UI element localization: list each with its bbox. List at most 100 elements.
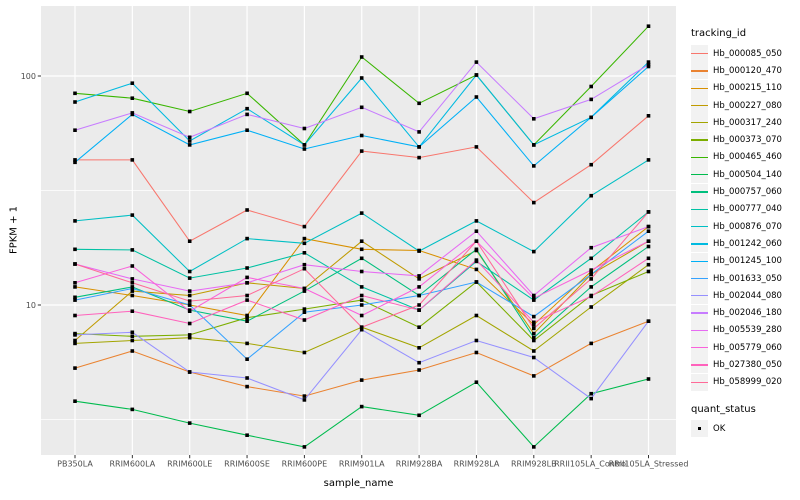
- data-point: [245, 293, 249, 298]
- series-line-icon: [691, 364, 708, 366]
- legend-entry-label: Hb_027380_050: [713, 359, 782, 370]
- y-tick-label: 100: [21, 72, 36, 81]
- legend-entry: Hb_000777_040: [691, 200, 799, 218]
- series-line-icon: [691, 346, 708, 349]
- data-point: [532, 296, 536, 301]
- data-point: [589, 193, 593, 198]
- legend-key-swatch: [691, 79, 708, 97]
- data-point: [187, 370, 192, 374]
- data-point: [417, 274, 421, 278]
- x-tick-label: RRIM928LA: [454, 460, 500, 469]
- data-point: [130, 213, 135, 217]
- data-point: [359, 404, 364, 409]
- data-point: [474, 258, 479, 262]
- data-point: [187, 293, 192, 298]
- data-point: [417, 293, 421, 298]
- data-point: [532, 445, 536, 449]
- data-point: [245, 315, 249, 320]
- data-point: [646, 60, 651, 64]
- legend: tracking_id Hb_000085_050 Hb_000120_470 …: [691, 28, 799, 438]
- data-point: [73, 399, 77, 403]
- series-line-icon: [691, 156, 708, 159]
- data-point: [532, 143, 536, 147]
- data-point: [532, 355, 536, 360]
- legend-key-swatch: [691, 321, 708, 339]
- data-point: [187, 299, 192, 303]
- series-line-icon: [691, 122, 708, 124]
- data-point: [589, 84, 593, 89]
- series-line-icon: [691, 174, 708, 176]
- data-point: [646, 239, 651, 243]
- x-tick-label: RRII105LA_Stressed: [609, 460, 689, 469]
- data-point: [532, 322, 536, 327]
- data-point: [589, 245, 593, 250]
- data-point: [474, 239, 479, 243]
- data-point: [187, 139, 192, 143]
- data-point: [359, 298, 364, 302]
- legend-entries: Hb_000085_050 Hb_000120_470 Hb_000215_11…: [691, 45, 799, 391]
- legend-entry-label: Hb_005779_060: [713, 342, 782, 353]
- data-point: [532, 320, 536, 325]
- legend-entry: Hb_000757_060: [691, 183, 799, 201]
- data-point: [417, 413, 421, 418]
- legend-key-swatch: [691, 148, 708, 166]
- legend-key-swatch: [691, 420, 708, 438]
- data-point: [245, 266, 249, 270]
- legend-key-swatch: [691, 114, 708, 132]
- data-point: [417, 130, 421, 134]
- data-point: [532, 326, 536, 331]
- data-point: [73, 160, 77, 165]
- data-point: [474, 73, 479, 77]
- data-point: [359, 256, 364, 261]
- data-point: [245, 376, 249, 380]
- data-point: [417, 360, 421, 365]
- legend-entry: Hb_001633_050: [691, 270, 799, 287]
- data-point: [302, 398, 307, 402]
- data-point: [73, 295, 77, 300]
- data-point: [474, 338, 479, 343]
- data-point: [646, 319, 651, 323]
- data-point: [73, 262, 77, 266]
- data-point: [245, 298, 249, 302]
- data-point: [474, 280, 479, 284]
- series-line-icon: [691, 139, 708, 141]
- legend-entry-label: Hb_058999_020: [713, 377, 782, 388]
- data-point: [187, 333, 192, 337]
- data-point: [417, 277, 421, 281]
- data-point: [187, 276, 192, 280]
- data-point: [130, 334, 135, 339]
- data-point: [417, 249, 421, 253]
- data-point: [130, 96, 135, 100]
- legend-entry-label: Hb_005539_280: [713, 325, 782, 336]
- data-point: [302, 143, 307, 147]
- data-point: [187, 321, 192, 326]
- legend-entry: Hb_000227_080: [691, 97, 799, 115]
- data-point: [359, 325, 364, 329]
- legend-key-swatch: [691, 339, 708, 357]
- legend-entry: Hb_005779_060: [691, 339, 799, 357]
- data-point: [187, 289, 192, 293]
- data-point: [302, 350, 307, 355]
- data-point: [359, 327, 364, 332]
- data-point: [130, 293, 135, 298]
- data-point: [532, 335, 536, 340]
- data-point: [73, 219, 77, 223]
- legend-entry-label: Hb_000465_460: [713, 152, 782, 163]
- x-tick-label: PB350LA: [57, 460, 93, 469]
- data-point: [532, 117, 536, 121]
- series-line-icon: [691, 191, 708, 193]
- series-line-icon: [691, 295, 708, 297]
- data-point: [245, 208, 249, 212]
- data-point: [417, 368, 421, 372]
- data-point: [474, 95, 479, 99]
- data-point: [130, 289, 135, 293]
- data-point: [130, 277, 135, 281]
- legend-key-swatch: [691, 218, 708, 236]
- data-point: [359, 269, 364, 274]
- data-point: [73, 91, 77, 96]
- legend-key-swatch: [691, 166, 708, 184]
- data-point: [359, 313, 364, 318]
- data-point: [589, 162, 593, 167]
- data-point: [532, 331, 536, 336]
- data-point: [359, 239, 364, 243]
